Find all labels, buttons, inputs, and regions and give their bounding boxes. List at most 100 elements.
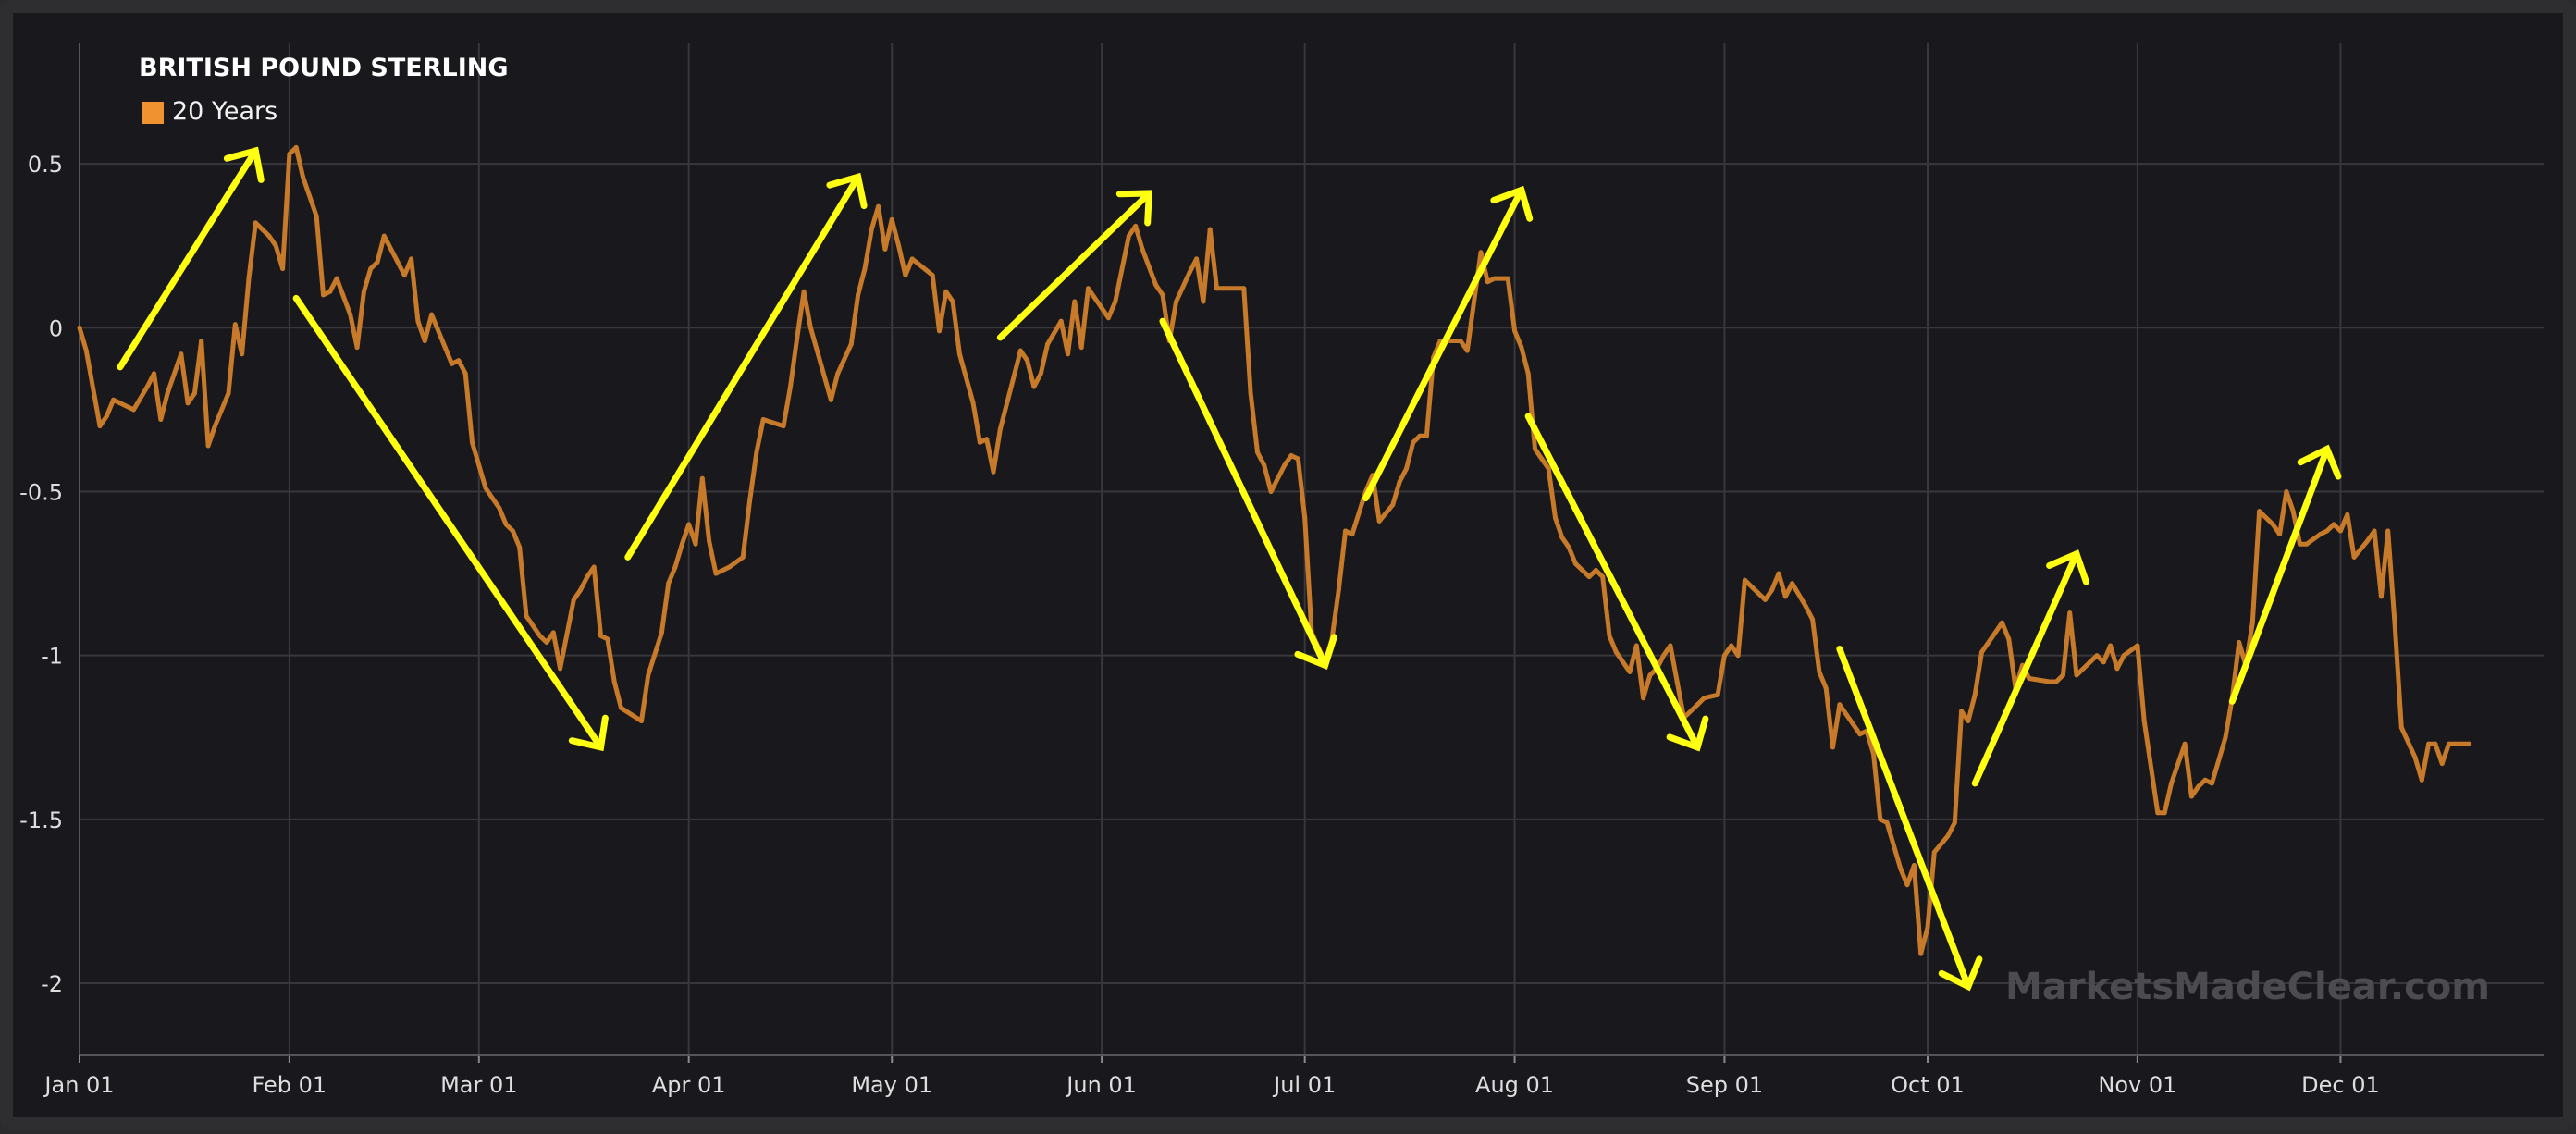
data-point [280, 266, 286, 271]
data-point [83, 348, 89, 353]
data-point [2433, 741, 2438, 746]
data-point [1086, 286, 1091, 291]
y-axis-tick-labels: 0.5 0 -0.5 -1 -1.5 -2 [19, 152, 63, 997]
data-point [1756, 590, 1761, 596]
data-point [1729, 643, 1734, 648]
data-point [1823, 685, 1829, 691]
data-point [1613, 649, 1619, 655]
data-point [2378, 594, 2384, 599]
data-point [1485, 279, 1490, 285]
data-point [856, 292, 861, 298]
data-point [287, 152, 292, 156]
data-point [713, 571, 719, 576]
arrow-head [2046, 549, 2089, 585]
data-point [1221, 286, 1226, 291]
data-point [1295, 456, 1300, 462]
data-point [956, 351, 962, 357]
data-point [1721, 653, 1727, 659]
data-point [801, 289, 807, 294]
watermark-text: MarketsMadeClear.com [2005, 966, 2490, 1008]
legend[interactable]: 20 Years [142, 97, 277, 126]
data-point [1641, 696, 1646, 701]
data-point [131, 407, 136, 413]
data-point [321, 292, 326, 298]
data-point [456, 358, 462, 364]
data-point [1945, 833, 1951, 839]
data-point [1282, 462, 1288, 468]
data-point [1674, 679, 1680, 684]
data-point [781, 424, 786, 429]
data-point [2202, 777, 2208, 783]
data-point [1911, 863, 1917, 868]
data-point [679, 541, 684, 547]
data-point [348, 312, 353, 317]
data-point [862, 266, 868, 271]
data-point [1404, 466, 1409, 472]
x-tick-label: Jun 01 [1065, 1072, 1137, 1098]
data-point [2067, 610, 2073, 616]
chart-title: BRITISH POUND STERLING [139, 54, 509, 82]
data-point [2372, 528, 2377, 534]
data-point [585, 574, 590, 580]
x-tick-label: Jan 01 [43, 1072, 114, 1098]
legend-swatch [142, 102, 164, 124]
data-point [327, 289, 333, 294]
arrow-head [826, 172, 868, 210]
y-tick-label: -0.5 [19, 479, 63, 505]
data-point [2155, 810, 2161, 816]
data-point [2453, 741, 2459, 746]
data-point [747, 499, 752, 504]
data-point [1904, 882, 1910, 888]
data-point [503, 522, 509, 527]
data-point [1647, 672, 1653, 678]
data-point [1837, 702, 1843, 708]
data-point [578, 587, 584, 593]
data-point [1878, 817, 1883, 822]
x-tick-label: Dec 01 [2301, 1072, 2380, 1098]
data-point [232, 322, 238, 327]
data-point [591, 564, 597, 570]
x-tick-label: May 01 [851, 1072, 932, 1098]
data-point [1898, 866, 1904, 871]
data-point [2277, 532, 2283, 537]
data-point [1519, 345, 1524, 351]
data-point [2439, 761, 2445, 767]
data-point [253, 220, 258, 226]
data-point [903, 273, 908, 278]
data-point [1803, 604, 1808, 609]
trend-arrow-up [117, 146, 265, 371]
data-point [2088, 659, 2093, 665]
data-point [422, 339, 427, 343]
data-point [1533, 446, 1537, 451]
data-point [1972, 692, 1978, 697]
data-point [571, 597, 576, 602]
data-point [1262, 462, 1267, 468]
arrow-head [223, 146, 265, 183]
data-point [2318, 532, 2323, 537]
data-point [1133, 223, 1139, 228]
data-point [686, 522, 692, 527]
data-point [2094, 653, 2100, 659]
arrow-shaft [996, 190, 1152, 341]
data-point [1078, 345, 1084, 351]
data-point [1559, 535, 1565, 540]
trend-arrow-down [1836, 646, 1983, 992]
data-point [165, 390, 170, 396]
data-point [1390, 502, 1396, 508]
data-point [828, 397, 833, 402]
axes [79, 43, 2544, 1063]
x-tick-label: Sep 01 [1686, 1072, 1763, 1098]
data-point [1376, 518, 1382, 524]
data-point [795, 335, 800, 340]
data-point [1126, 233, 1131, 239]
data-point [1038, 371, 1043, 376]
data-point [754, 450, 759, 455]
data-point [1572, 561, 1578, 566]
data-point [2412, 755, 2418, 759]
arrow-head [1294, 634, 1337, 670]
data-point [1472, 299, 1477, 304]
data-point [869, 227, 874, 232]
data-point [497, 505, 502, 511]
data-point [2237, 640, 2242, 645]
